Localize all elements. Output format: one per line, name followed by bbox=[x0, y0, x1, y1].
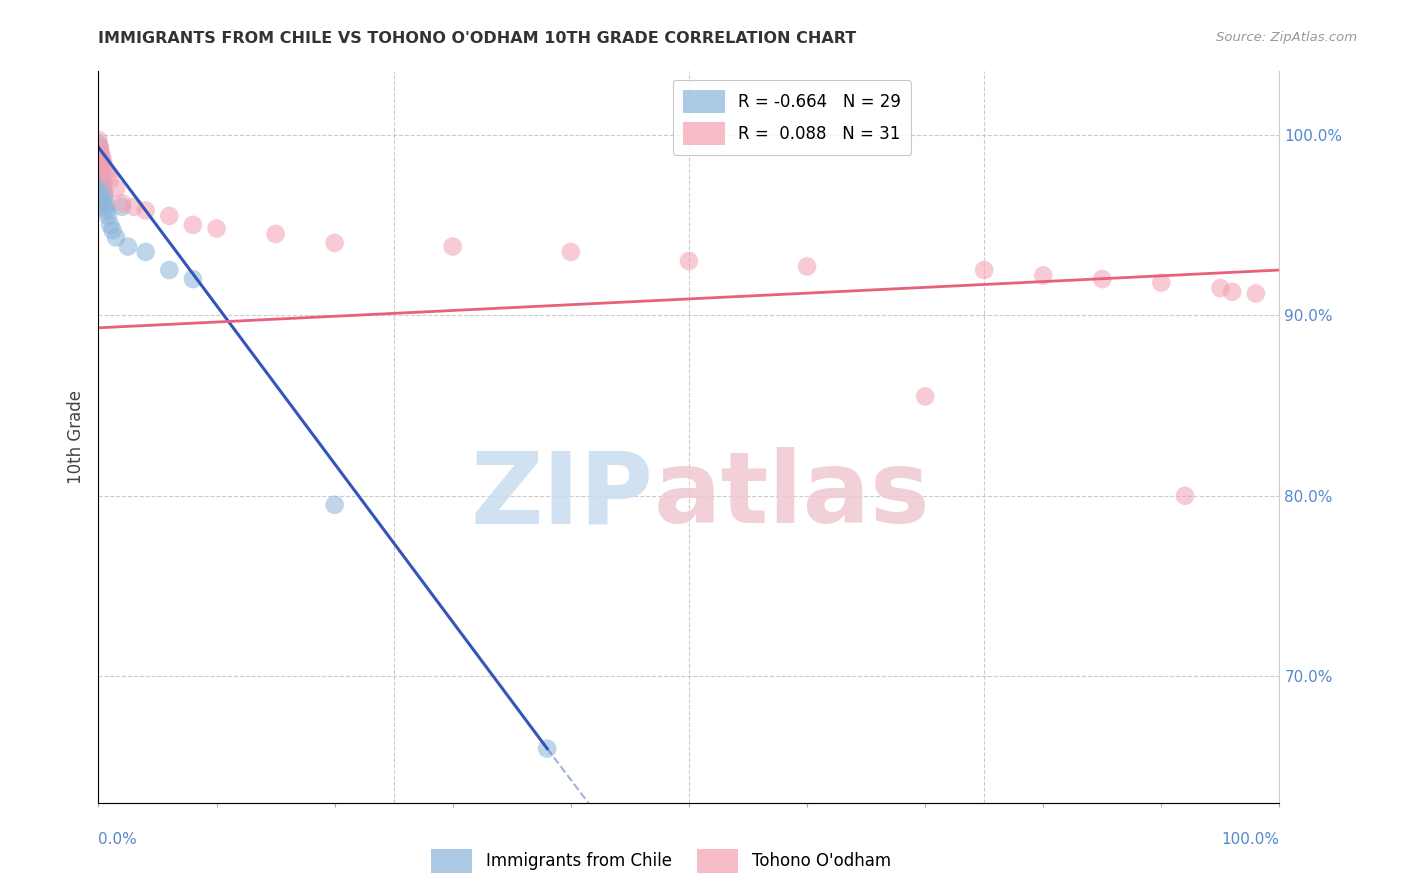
Point bbox=[87, 136, 110, 151]
Point bbox=[90, 153, 112, 167]
Legend: Immigrants from Chile, Tohono O'odham: Immigrants from Chile, Tohono O'odham bbox=[425, 842, 897, 880]
Point bbox=[205, 221, 228, 235]
Point bbox=[105, 230, 128, 244]
Point bbox=[678, 254, 700, 268]
Point bbox=[89, 149, 111, 163]
Legend: R = -0.664   N = 29, R =  0.088   N = 31: R = -0.664 N = 29, R = 0.088 N = 31 bbox=[673, 79, 911, 155]
Y-axis label: 10th Grade: 10th Grade bbox=[66, 390, 84, 484]
Point bbox=[111, 196, 134, 211]
Point bbox=[181, 272, 204, 286]
Text: Source: ZipAtlas.com: Source: ZipAtlas.com bbox=[1216, 31, 1357, 45]
Text: atlas: atlas bbox=[654, 447, 931, 544]
Point bbox=[536, 741, 558, 756]
Point bbox=[323, 498, 346, 512]
Point bbox=[181, 218, 204, 232]
Point bbox=[135, 244, 157, 259]
Point bbox=[91, 172, 114, 186]
Point bbox=[98, 172, 121, 186]
Point bbox=[441, 239, 464, 253]
Point bbox=[94, 200, 117, 214]
Point bbox=[91, 163, 114, 178]
Point bbox=[1244, 286, 1267, 301]
Point bbox=[1174, 489, 1197, 503]
Point bbox=[91, 149, 114, 163]
Text: ZIP: ZIP bbox=[471, 447, 654, 544]
Point bbox=[97, 167, 120, 181]
Point bbox=[97, 209, 120, 223]
Point bbox=[111, 200, 134, 214]
Point bbox=[1150, 276, 1173, 290]
Point bbox=[98, 218, 121, 232]
Point bbox=[914, 389, 936, 403]
Point bbox=[94, 163, 117, 178]
Point bbox=[90, 156, 112, 170]
Point bbox=[105, 182, 128, 196]
Point bbox=[93, 189, 115, 203]
Point bbox=[560, 244, 582, 259]
Point bbox=[1220, 285, 1243, 299]
Point bbox=[122, 200, 145, 214]
Point bbox=[89, 145, 111, 160]
Point bbox=[117, 239, 139, 253]
Text: 100.0%: 100.0% bbox=[1222, 832, 1279, 847]
Point bbox=[323, 235, 346, 250]
Text: IMMIGRANTS FROM CHILE VS TOHONO O'ODHAM 10TH GRADE CORRELATION CHART: IMMIGRANTS FROM CHILE VS TOHONO O'ODHAM … bbox=[98, 31, 856, 46]
Point bbox=[93, 160, 115, 174]
Point bbox=[91, 177, 114, 191]
Point bbox=[89, 140, 111, 154]
Point bbox=[157, 263, 180, 277]
Point bbox=[94, 194, 117, 209]
Point bbox=[91, 167, 114, 181]
Point bbox=[796, 260, 818, 274]
Point bbox=[1032, 268, 1054, 283]
Text: 0.0%: 0.0% bbox=[98, 832, 138, 847]
Point bbox=[101, 223, 124, 237]
Point bbox=[93, 186, 115, 200]
Point bbox=[135, 203, 157, 218]
Point bbox=[264, 227, 287, 241]
Point bbox=[91, 154, 114, 169]
Point bbox=[89, 140, 111, 154]
Point bbox=[87, 133, 110, 147]
Point bbox=[157, 209, 180, 223]
Point bbox=[90, 160, 112, 174]
Point bbox=[973, 263, 995, 277]
Point bbox=[1209, 281, 1232, 295]
Point bbox=[90, 151, 112, 165]
Point bbox=[91, 182, 114, 196]
Point bbox=[90, 145, 112, 160]
Point bbox=[1091, 272, 1114, 286]
Point bbox=[96, 203, 118, 218]
